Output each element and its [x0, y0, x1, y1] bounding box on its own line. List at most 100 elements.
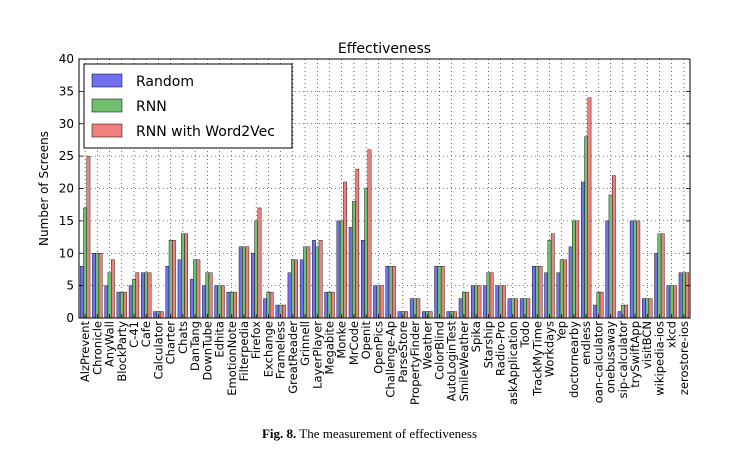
- bar-random-zerostore-ios: [678, 272, 683, 319]
- bar-rnn-with-word2vec-dantang: [196, 259, 201, 319]
- bar-random-doctornearby: [568, 246, 573, 319]
- bar-random-xkcd: [666, 285, 671, 319]
- bar-rnn-with-word2vec-challenge-ap: [392, 266, 396, 319]
- x-tick-label: PropertyFinder: [408, 321, 422, 405]
- bar-rnn-with-word2vec-workdays: [550, 233, 555, 319]
- legend-label: RNN with Word2Vec: [136, 124, 275, 140]
- bar-random-chats: [177, 259, 182, 319]
- bar-random-c-41: [128, 285, 133, 319]
- y-tick-label: 5: [66, 279, 74, 293]
- x-tick-label: Workdays: [542, 321, 556, 377]
- x-tick-label: Firefox: [249, 321, 263, 359]
- x-tick-label: Spika: [469, 321, 483, 352]
- bar-random-edhita: [214, 285, 219, 319]
- bar-rnn-with-word2vec-spika: [477, 285, 482, 319]
- bar-rnn-workdays: [547, 240, 552, 319]
- bar-rnn-tryswiftapp: [633, 220, 637, 319]
- bar-random-tryswiftapp: [629, 220, 634, 319]
- x-tick-label: Yep: [555, 321, 569, 342]
- bar-rnn-with-word2vec-edhita: [220, 285, 225, 319]
- bar-rnn-with-word2vec-mrcode: [355, 168, 360, 319]
- x-tick-label: endless: [579, 321, 593, 365]
- bar-rnn-with-word2vec-megabite: [330, 291, 335, 319]
- x-tick-label: Monke: [335, 321, 349, 359]
- y-tick-label: 25: [59, 149, 74, 163]
- bar-rnn-openit: [364, 188, 369, 319]
- bar-rnn-with-word2vec-alzprevent: [86, 155, 91, 319]
- bar-random-endless: [580, 181, 585, 319]
- legend-label: RNN: [136, 99, 167, 115]
- bar-rnn-grinnell: [303, 246, 307, 319]
- bar-rnn-with-word2vec-yep: [563, 259, 567, 319]
- bar-random-visitbcn: [642, 298, 646, 319]
- x-tick-label: MrCode: [347, 321, 361, 365]
- bar-random-calculator: [153, 311, 157, 319]
- x-tick-label: Cafe: [139, 321, 153, 347]
- bar-rnn-wikipedia-ios: [657, 233, 662, 319]
- bar-rnn-with-word2vec-charter: [172, 240, 176, 319]
- bar-random-todo: [519, 298, 524, 319]
- bar-random-chronicle: [92, 253, 96, 319]
- figure-caption: Fig. 8. The measurement of effectiveness: [0, 426, 739, 442]
- bar-rnn-with-word2vec-starship: [489, 272, 494, 319]
- legend-swatch: [91, 73, 123, 88]
- bar-rnn-with-word2vec-chronicle: [98, 253, 103, 319]
- bar-rnn-with-word2vec-oan-calculator: [599, 291, 604, 319]
- bar-random-smileweather: [458, 298, 463, 319]
- bar-rnn-charter: [168, 240, 173, 319]
- bar-rnn-with-word2vec-c-41: [135, 272, 140, 319]
- bar-random-blockparty: [116, 291, 121, 319]
- bar-random-parsestore: [397, 311, 402, 319]
- bar-random-askapplication: [507, 298, 512, 319]
- x-tick-label: Charter: [164, 321, 178, 365]
- x-tick-label: onebusaway: [604, 321, 618, 393]
- bar-random-onebusaway: [605, 220, 610, 319]
- bar-rnn-radio-pro: [498, 285, 503, 319]
- bar-rnn-with-word2vec-wikipedia-ios: [660, 233, 665, 319]
- bar-random-megabite: [324, 291, 329, 319]
- bar-random-starship: [483, 285, 487, 319]
- x-tick-label: TrackMyTime: [530, 321, 544, 397]
- bar-rnn-with-word2vec-doctornearby: [575, 220, 580, 319]
- y-tick-label: 0: [66, 311, 74, 325]
- bar-random-filterpedia: [238, 246, 243, 319]
- bar-rnn-alzprevent: [83, 207, 87, 319]
- bar-random-mrcode: [348, 227, 353, 319]
- bar-rnn-with-word2vec-colorblind: [440, 266, 445, 319]
- bar-random-anywall: [104, 285, 109, 319]
- bar-rnn-with-word2vec-zerostore-ios: [685, 272, 690, 319]
- bar-rnn-edhita: [217, 285, 222, 319]
- bar-rnn-with-word2vec-xkcd: [673, 285, 677, 319]
- bar-rnn-with-word2vec-anywall: [110, 259, 115, 319]
- x-tick-label: trySwiftApp: [628, 321, 642, 388]
- x-tick-label: BlockParty: [115, 321, 129, 382]
- x-axis: AlzPreventChronicleAnyWallBlockPartyC-41…: [78, 314, 691, 405]
- bar-random-wikipedia-ios: [654, 253, 659, 319]
- legend-swatch: [91, 123, 123, 138]
- bar-random-openit: [361, 240, 365, 319]
- bar-rnn-filterpedia: [242, 246, 246, 319]
- bar-rnn-layerplayer: [315, 246, 320, 319]
- x-tick-label: Frameless: [274, 321, 288, 379]
- bar-rnn-with-word2vec-exchange: [269, 291, 274, 319]
- bar-rnn-with-word2vec-downtube: [208, 272, 213, 319]
- bar-rnn-with-word2vec-calculator: [159, 311, 164, 319]
- x-tick-label: C-41: [127, 321, 141, 348]
- x-tick-label: visitBCN: [640, 321, 654, 369]
- bar-random-challenge-ap: [385, 266, 390, 319]
- x-tick-label: zerostore-ios: [677, 321, 691, 395]
- bar-rnn-starship: [486, 272, 491, 319]
- x-tick-label: Megabite: [323, 321, 337, 374]
- bar-rnn-with-word2vec-firefox: [257, 207, 262, 319]
- bar-rnn-trackmytime: [535, 266, 540, 319]
- bar-random-alzprevent: [79, 266, 84, 319]
- bar-rnn-challenge-ap: [388, 266, 393, 319]
- x-tick-label: xkcd: [665, 321, 679, 348]
- bar-rnn-with-word2vec-autologintest: [453, 311, 457, 319]
- bar-rnn-xkcd: [669, 285, 674, 319]
- bar-rnn-with-word2vec-smileweather: [465, 291, 470, 319]
- bar-rnn-c-41: [132, 278, 136, 319]
- bar-rnn-endless: [584, 136, 588, 319]
- x-tick-label: Grinnell: [298, 321, 312, 366]
- bar-rnn-with-word2vec-parsestore: [404, 311, 408, 319]
